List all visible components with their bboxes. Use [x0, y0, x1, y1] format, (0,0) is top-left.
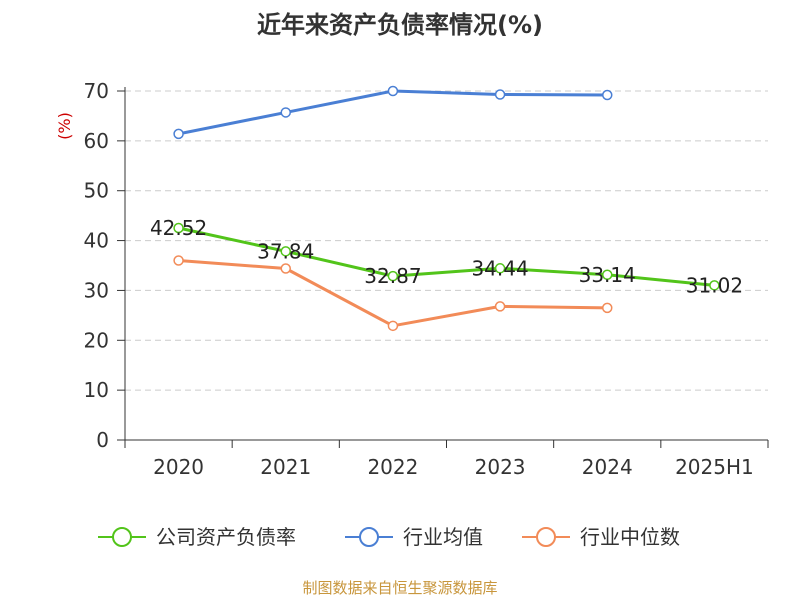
y-tick-label: 10 [84, 378, 109, 402]
legend-marker [359, 527, 379, 547]
x-tick-label: 2023 [475, 455, 526, 479]
y-tick-label: 20 [84, 328, 109, 352]
data-point [173, 128, 184, 140]
series-0 [173, 222, 720, 291]
legend-marker [536, 527, 556, 547]
x-tick-label: 2020 [153, 455, 204, 479]
data-point [280, 107, 291, 118]
series-line [178, 89, 608, 136]
y-tick-label: 60 [84, 129, 109, 153]
source-note: 制图数据来自恒生聚源数据库 [302, 579, 497, 597]
data-point [494, 301, 506, 312]
data-point [494, 263, 506, 274]
series-2 [173, 255, 613, 332]
series-1 [173, 85, 613, 140]
legend-label: 行业均值 [403, 525, 483, 549]
data-point [387, 320, 399, 332]
data-label: 34.44 [471, 256, 528, 280]
x-tick-label: 2021 [260, 455, 311, 479]
y-tick-label: 70 [84, 79, 109, 103]
legend-item: 行业中位数 [522, 525, 680, 549]
data-label: 37.84 [257, 239, 314, 263]
data-point [602, 89, 613, 101]
data-point [709, 280, 720, 291]
y-axis-unit: (%) [55, 112, 74, 140]
data-point [494, 89, 506, 100]
data-point [387, 270, 399, 282]
data-point [387, 85, 399, 97]
data-label: 33.14 [579, 263, 636, 287]
legend-label: 公司资产负债率 [156, 525, 296, 549]
series-layer [173, 85, 720, 332]
data-label: 32.87 [364, 264, 421, 288]
legend: 公司资产负债率 行业均值 行业中位数 [98, 525, 680, 549]
axes: 0 10 20 30 40 50 60 70 2020 2021 2022 2023 2024 2025H… [84, 79, 769, 479]
legend-item: 行业均值 [345, 525, 483, 549]
legend-marker [112, 527, 132, 547]
x-tick-label: 2025H1 [675, 455, 754, 479]
data-point [602, 302, 613, 314]
data-point [602, 269, 613, 281]
x-tick-label: 2022 [367, 455, 418, 479]
y-tick-label: 0 [96, 428, 109, 452]
y-tick-label: 50 [84, 179, 109, 203]
y-tick-label: 40 [84, 229, 109, 253]
data-point [173, 222, 184, 234]
series-line [178, 226, 715, 287]
data-label: 42.52 [150, 216, 207, 240]
y-tick-label: 30 [84, 278, 109, 302]
grid-lines [125, 90, 768, 391]
data-point [280, 246, 291, 257]
data-point [280, 263, 291, 274]
chart-title: 近年来资产负债率情况(%) [257, 11, 543, 39]
data-point [173, 255, 184, 266]
legend-item: 公司资产负债率 [98, 525, 296, 549]
legend-label: 行业中位数 [580, 525, 680, 549]
data-labels: 42.52 37.84 32.87 34.44 33.14 31.02 [150, 216, 743, 297]
x-tick-label: 2024 [582, 455, 633, 479]
data-label: 31.02 [686, 273, 743, 297]
